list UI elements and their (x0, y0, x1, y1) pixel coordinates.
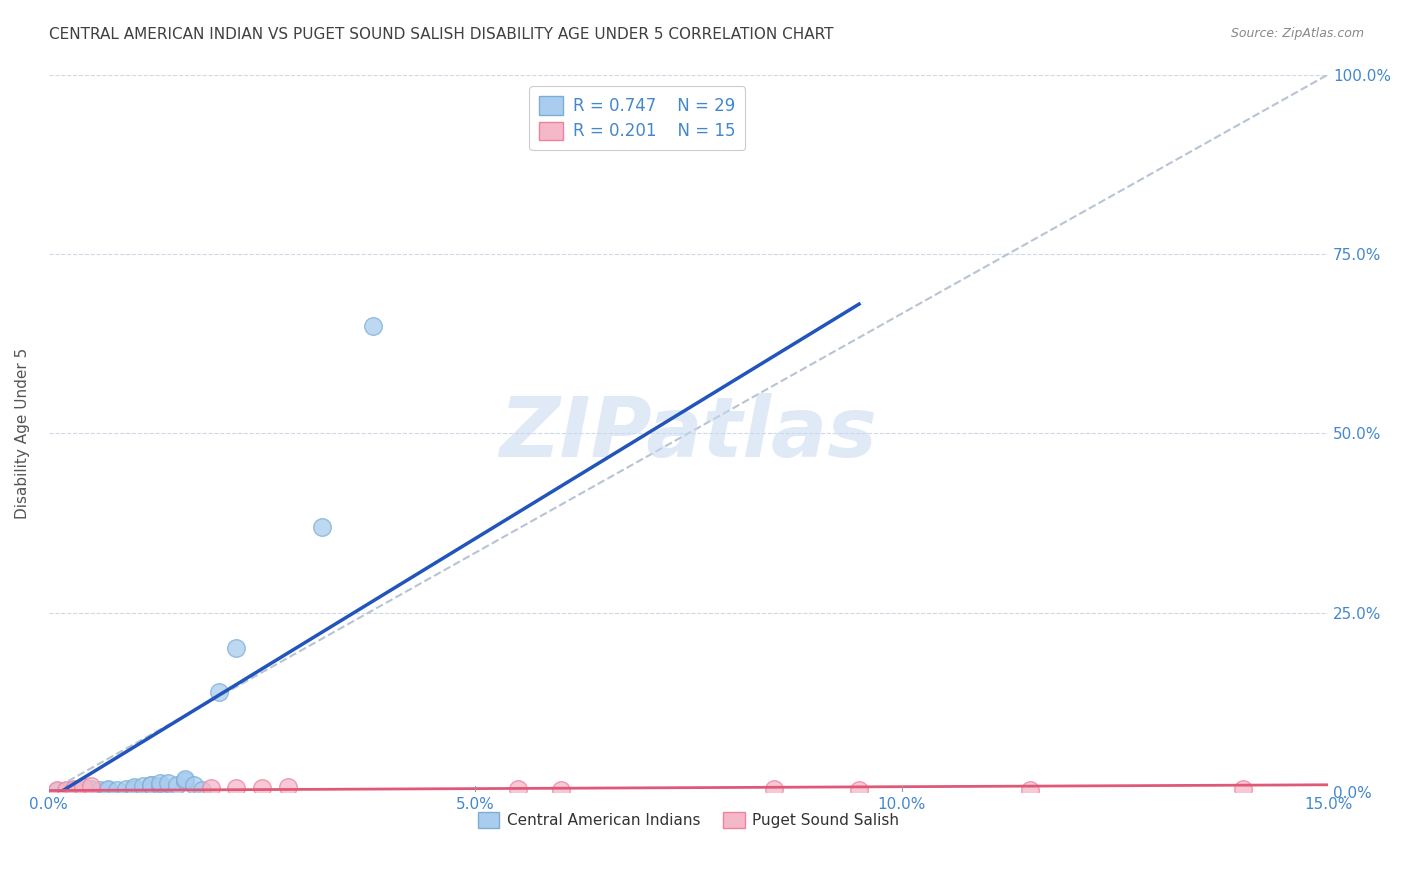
Point (63, 782, 86, 797)
Legend: Central American Indians, Puget Sound Salish: Central American Indians, Puget Sound Sa… (471, 805, 905, 835)
Point (174, 772, 197, 786)
Point (97, 782, 120, 797)
Point (550, 782, 572, 797)
Point (149, 776, 172, 790)
Point (63, 782, 86, 797)
Point (277, 780, 299, 794)
Point (72, 782, 94, 797)
Point (46, 782, 69, 797)
Point (46, 783, 69, 797)
Point (848, 782, 870, 797)
Point (149, 779, 172, 793)
Point (97, 782, 120, 797)
Point (1018, 782, 1040, 797)
Point (506, 782, 529, 797)
Y-axis label: Disability Age Under 5: Disability Age Under 5 (15, 348, 30, 519)
Point (311, 519, 333, 533)
Point (200, 781, 222, 796)
Point (361, 318, 384, 333)
Point (1232, 782, 1254, 797)
Point (174, 774, 197, 789)
Point (89, 782, 111, 797)
Point (55, 783, 77, 797)
Point (122, 782, 145, 797)
Point (250, 781, 273, 796)
Point (208, 684, 231, 698)
Text: ZIPatlas: ZIPatlas (499, 392, 877, 474)
Point (55, 782, 77, 797)
Point (114, 782, 136, 797)
Text: Source: ZipAtlas.com: Source: ZipAtlas.com (1230, 27, 1364, 40)
Point (80, 782, 103, 797)
Point (131, 779, 153, 793)
Point (105, 782, 128, 797)
Point (72, 780, 94, 794)
Point (63, 782, 86, 797)
Point (122, 780, 145, 794)
Point (183, 778, 205, 792)
Point (157, 775, 180, 789)
Point (80, 779, 103, 793)
Point (139, 778, 162, 792)
Point (166, 778, 188, 792)
Text: CENTRAL AMERICAN INDIAN VS PUGET SOUND SALISH DISABILITY AGE UNDER 5 CORRELATION: CENTRAL AMERICAN INDIAN VS PUGET SOUND S… (49, 27, 834, 42)
Point (225, 780, 247, 795)
Point (191, 782, 214, 797)
Point (225, 641, 247, 656)
Point (80, 782, 103, 797)
Point (139, 778, 162, 792)
Point (762, 782, 785, 797)
